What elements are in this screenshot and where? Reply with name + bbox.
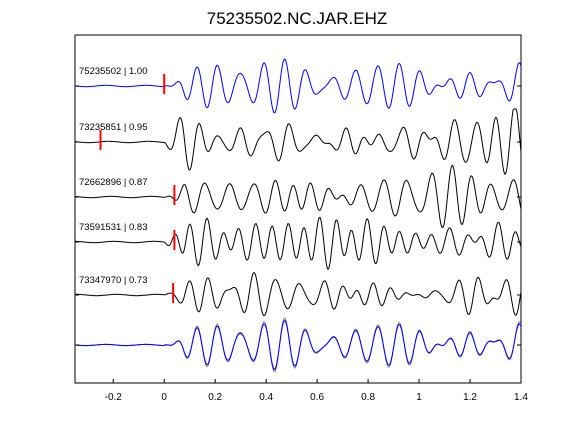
x-tick-label: 1	[416, 392, 422, 403]
trace-line	[75, 164, 522, 228]
x-tick-label: -0.2	[105, 392, 123, 403]
chart-title: 75235502.NC.JAR.EHZ	[207, 9, 387, 28]
x-tick-label: 0	[161, 392, 167, 403]
trace-label: 73235851 | 0.95	[79, 122, 148, 133]
trace-line	[74, 271, 522, 317]
traces-group: 75235502 | 1.00 73235851 | 0.95 72662896 |…	[74, 58, 522, 317]
x-tick-label: 0.6	[310, 392, 324, 403]
x-axis: -0.2 0 0.2 0.4 0.6 0.8 1 1.2 1.4	[105, 379, 528, 403]
trace-label: 73347970 | 0.73	[79, 275, 148, 286]
x-tick-label: 0.8	[361, 392, 375, 403]
x-tick-label: 0.2	[208, 392, 222, 403]
trace-label: 72662896 | 0.87	[79, 177, 148, 188]
axes-frame	[74, 34, 522, 384]
trace-line	[75, 216, 522, 271]
x-tick-label: 1.2	[463, 392, 477, 403]
trace-label: 75235502 | 1.00	[79, 66, 148, 77]
stacked-traces	[74, 317, 522, 373]
trace-line	[74, 58, 522, 114]
trace-line	[75, 108, 522, 176]
trace-label: 73591531 | 0.83	[79, 222, 148, 233]
stack-reference-line	[74, 319, 522, 370]
x-tick-label: 1.4	[514, 392, 528, 403]
x-tick-label: 0.4	[259, 392, 273, 403]
